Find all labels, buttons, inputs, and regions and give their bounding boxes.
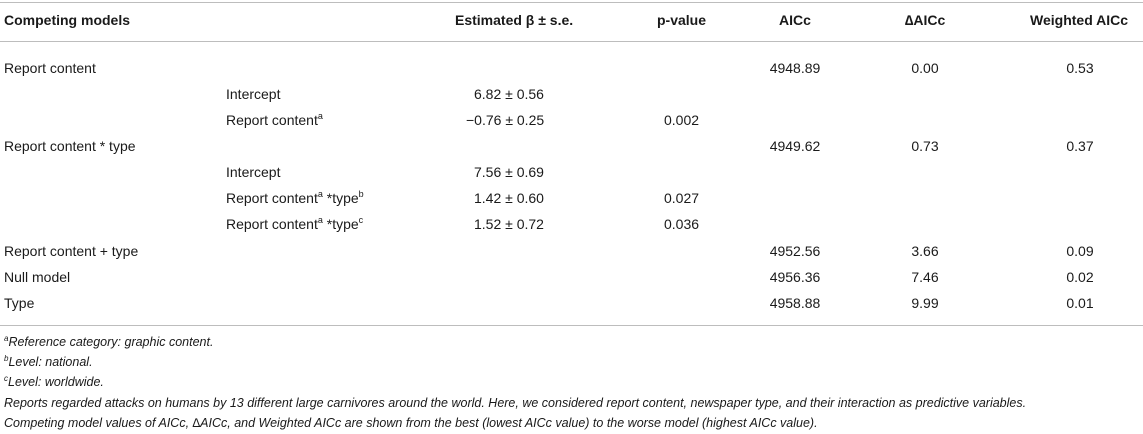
weighted-aicc-value: 0.53 [1066, 60, 1094, 76]
aicc-value: 4949.62 [769, 138, 821, 154]
pvalue-value: 0.036 [664, 216, 700, 232]
footnote-b: bLevel: national. [4, 354, 93, 370]
footnote-label-b: b [4, 354, 9, 363]
footnote-a-text: Reference category: graphic content. [8, 335, 214, 349]
term-label-type: *type [322, 216, 359, 232]
delta-aicc-value: 3.66 [911, 243, 939, 259]
model-name: Type [4, 295, 35, 311]
term-label: Report content [226, 112, 318, 128]
aicc-value: 4948.89 [769, 60, 821, 76]
header-delta-aicc: ∆AICc [904, 12, 946, 28]
weighted-aicc-value: 0.09 [1066, 243, 1094, 259]
header-weighted-aicc: Weighted AICc [1030, 12, 1129, 28]
footnote-label-c: c [4, 374, 8, 383]
table-top-rule [0, 2, 1143, 3]
header-estimate: Estimated β ± s.e. [455, 12, 574, 28]
table-bottom-rule [0, 325, 1143, 326]
aicc-value: 4958.88 [769, 295, 821, 311]
model-name: Report content * type [4, 138, 136, 154]
header-pvalue: p-value [657, 12, 707, 28]
footnote-c-text: Level: worldwide. [8, 375, 104, 389]
estimate-value: −0.76 ± 0.25 [466, 112, 545, 128]
weighted-aicc-value: 0.01 [1066, 295, 1094, 311]
header-rule [0, 41, 1143, 42]
estimate-value: 7.56 ± 0.69 [474, 164, 544, 180]
header-aicc: AICc [779, 12, 811, 28]
footnote-label-a: a [4, 334, 9, 343]
aicc-value: 4956.36 [769, 269, 821, 285]
term-label: Report content [226, 190, 318, 206]
term-name: Intercept [226, 86, 281, 102]
pvalue-value: 0.002 [664, 112, 700, 128]
delta-aicc-value: 7.46 [911, 269, 939, 285]
footnote-b-text: Level: national. [8, 355, 93, 369]
model-name: Report content [4, 60, 96, 76]
delta-aicc-value: 9.99 [911, 295, 939, 311]
footnote-marker-c: c [358, 215, 364, 225]
delta-aicc-value: 0.73 [911, 138, 939, 154]
aicc-value: 4952.56 [769, 243, 821, 259]
estimate-value: 6.82 ± 0.56 [474, 86, 544, 102]
model-name: Report content + type [4, 243, 139, 259]
footnote-c: cLevel: worldwide. [4, 374, 104, 390]
term-name: Report contenta *typeb [226, 189, 364, 207]
term-label: Report content [226, 216, 318, 232]
estimate-value: 1.52 ± 0.72 [474, 216, 544, 232]
table-note-1: Reports regarded attacks on humans by 13… [4, 396, 1027, 410]
footnote-marker-a: a [317, 215, 323, 225]
model-name: Null model [4, 269, 71, 285]
footnote-a: aReference category: graphic content. [4, 334, 214, 350]
term-label-type: *type [322, 190, 359, 206]
weighted-aicc-value: 0.02 [1066, 269, 1094, 285]
weighted-aicc-value: 0.37 [1066, 138, 1094, 154]
header-competing-models: Competing models [4, 12, 131, 28]
footnote-marker-a: a [317, 111, 323, 121]
pvalue-value: 0.027 [664, 190, 700, 206]
delta-aicc-value: 0.00 [911, 60, 939, 76]
table-note-2: Competing model values of AICc, ∆AICc, a… [4, 416, 818, 430]
footnote-marker-b: b [358, 189, 364, 199]
estimate-value: 1.42 ± 0.60 [474, 190, 544, 206]
footnote-marker-a: a [317, 189, 323, 199]
term-name: Report contenta [226, 111, 323, 129]
term-name: Report contenta *typec [226, 215, 364, 233]
term-name: Intercept [226, 164, 281, 180]
